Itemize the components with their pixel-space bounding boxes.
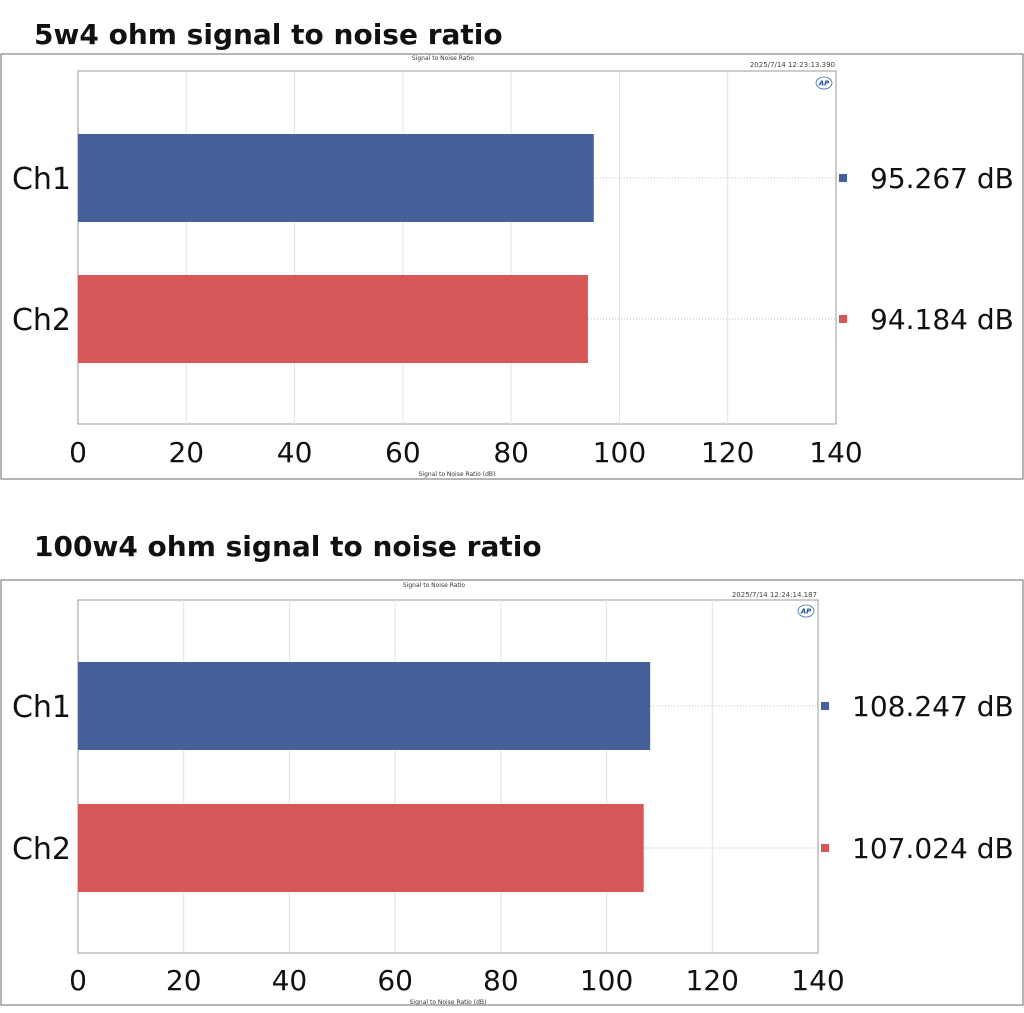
x-tick-label: 60 (377, 964, 413, 997)
bar-ch2 (78, 804, 644, 892)
ap-logo-text: AP (818, 80, 830, 88)
chart-timestamp: 2025/7/14 12:24:14.187 (732, 591, 817, 599)
x-tick-label: 100 (580, 964, 633, 997)
bar-ch1 (78, 134, 594, 222)
legend-swatch (821, 702, 829, 710)
x-tick-label: 100 (593, 436, 646, 469)
bar-value-label: 94.184 dB (870, 303, 1014, 336)
bar-ch1 (78, 662, 651, 750)
section-title-5w: 5w4 ohm signal to noise ratio (34, 18, 503, 51)
x-tick-label: 140 (791, 964, 844, 997)
chart-title: Signal to Noise Ratio (403, 582, 466, 589)
chart-title: Signal to Noise Ratio (412, 55, 475, 62)
ap-logo-text: AP (800, 608, 812, 616)
x-axis-label: Signal to Noise Ratio (dB) (419, 471, 496, 478)
legend-swatch (839, 315, 847, 323)
bar-value-label: 108.247 dB (852, 690, 1014, 723)
x-tick-label: 80 (483, 964, 519, 997)
category-label: Ch1 (12, 162, 71, 197)
x-tick-label: 20 (168, 436, 204, 469)
plot-area (77, 70, 837, 425)
x-tick-label: 0 (69, 964, 87, 997)
bar-ch2 (78, 275, 588, 363)
plot-area (77, 599, 819, 954)
x-tick-label: 20 (166, 964, 202, 997)
category-label: Ch2 (12, 303, 71, 338)
x-tick-label: 40 (277, 436, 313, 469)
x-tick-label: 80 (493, 436, 529, 469)
bar-value-label: 107.024 dB (852, 832, 1014, 865)
section-title-100w: 100w4 ohm signal to noise ratio (34, 530, 542, 563)
legend-swatch (839, 174, 847, 182)
x-tick-label: 120 (686, 964, 739, 997)
x-tick-label: 0 (69, 436, 87, 469)
category-label: Ch1 (12, 690, 71, 725)
snr-chart-5w: Signal to Noise Ratio 2025/7/14 12:23:13.… (0, 53, 1024, 480)
ap-logo-icon (797, 604, 815, 618)
x-tick-label: 120 (701, 436, 754, 469)
ap-logo-icon (815, 76, 833, 90)
x-tick-label: 140 (809, 436, 862, 469)
category-label: Ch2 (12, 832, 71, 867)
legend-swatch (821, 844, 829, 852)
x-tick-label: 40 (272, 964, 308, 997)
x-axis-label: Signal to Noise Ratio (dB) (410, 999, 487, 1006)
bar-value-label: 95.267 dB (870, 162, 1014, 195)
chart-timestamp: 2025/7/14 12:23:13.390 (750, 61, 835, 69)
x-tick-label: 60 (385, 436, 421, 469)
